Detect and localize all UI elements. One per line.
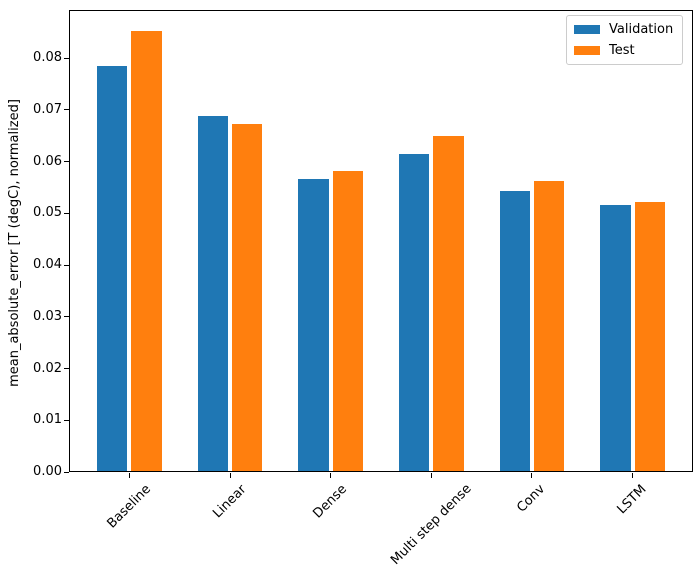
legend-item-test: Test xyxy=(574,42,673,59)
y-tick-mark xyxy=(64,316,69,318)
y-tick-mark xyxy=(64,212,69,214)
y-tick-label: 0.06 xyxy=(33,153,62,169)
legend: Validation Test xyxy=(566,15,684,65)
y-tick-mark xyxy=(64,419,69,421)
x-tick-mark xyxy=(531,473,533,478)
bar-test-5 xyxy=(634,201,665,471)
y-tick-mark xyxy=(64,109,69,111)
x-tick-mark xyxy=(430,473,432,478)
y-tick-mark xyxy=(64,161,69,163)
legend-label-test: Test xyxy=(609,43,635,58)
bar-test-0 xyxy=(131,31,162,471)
x-tick-label: Conv xyxy=(514,481,549,516)
bar-validation-2 xyxy=(298,179,329,471)
x-tick-label: Linear xyxy=(210,481,250,522)
bar-validation-1 xyxy=(197,116,228,471)
legend-label-validation: Validation xyxy=(609,22,674,37)
y-tick-mark xyxy=(64,57,69,59)
y-tick-label: 0.07 xyxy=(33,101,62,117)
y-axis-label: mean_absolute_error [T (degC), normalize… xyxy=(7,99,22,387)
y-tick-label: 0.08 xyxy=(33,50,62,66)
bar-test-4 xyxy=(533,181,565,471)
legend-swatch-validation xyxy=(574,24,600,35)
bar-test-2 xyxy=(332,170,363,471)
x-tick-label: Multi step dense xyxy=(387,481,475,569)
y-tick-mark xyxy=(64,368,69,370)
bar-validation-4 xyxy=(499,191,530,471)
bar-test-3 xyxy=(433,136,464,471)
legend-item-validation: Validation xyxy=(574,21,673,38)
x-tick-mark xyxy=(128,473,130,478)
bar-test-1 xyxy=(232,124,263,471)
bar-validation-3 xyxy=(399,154,430,471)
bar-validation-0 xyxy=(97,65,128,471)
x-tick-label: LSTM xyxy=(614,482,650,518)
x-tick-mark xyxy=(229,473,231,478)
legend-swatch-test xyxy=(574,45,600,56)
y-tick-mark xyxy=(64,471,69,473)
y-tick-label: 0.01 xyxy=(33,412,62,428)
x-tick-mark xyxy=(330,473,332,478)
x-tick-mark xyxy=(632,473,634,478)
y-tick-label: 0.04 xyxy=(33,257,62,273)
plot-area xyxy=(69,10,693,472)
bar-validation-5 xyxy=(600,205,631,471)
y-tick-label: 0.05 xyxy=(33,205,62,221)
x-tick-label: Baseline xyxy=(104,481,154,532)
y-tick-label: 0.03 xyxy=(33,308,62,324)
x-tick-label: Dense xyxy=(310,481,351,522)
y-tick-label: 0.00 xyxy=(33,464,62,479)
y-tick-mark xyxy=(64,264,69,266)
y-tick-label: 0.02 xyxy=(33,360,62,376)
